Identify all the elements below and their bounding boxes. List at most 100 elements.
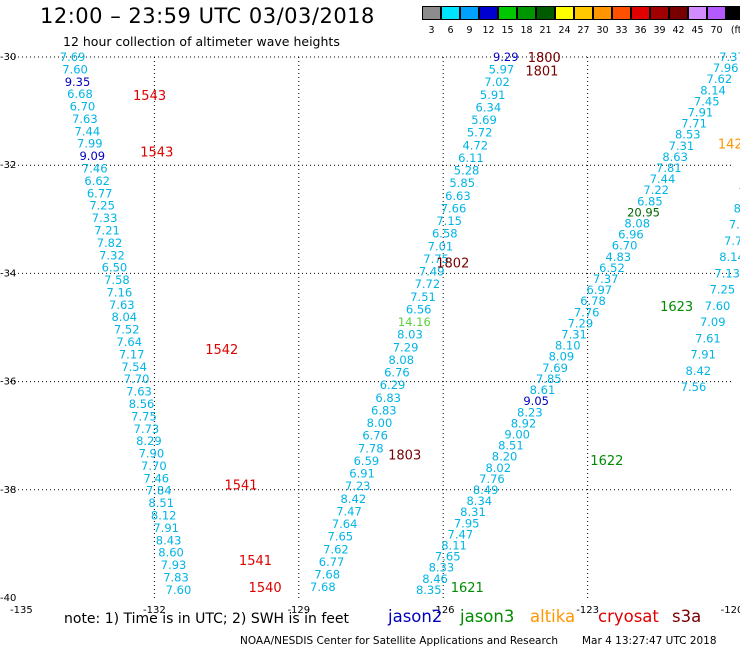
swh-value-cryosat: 7.70 (124, 372, 150, 386)
y-tick-label: -40 (0, 593, 16, 604)
scale-swatch (612, 6, 631, 20)
scale-swatch (555, 6, 574, 20)
swh-value-cryosat: 7.91 (153, 521, 179, 535)
swh-value-jason3: 9.05 (523, 394, 549, 408)
swh-value-cryosat: 7.70 (141, 459, 167, 473)
swh-value-s3a: 7.02 (484, 75, 510, 89)
scale-label: 70 (710, 25, 723, 36)
swh-value-altika: 7.81 (729, 218, 740, 232)
swh-value-jason3: 7.37 (719, 50, 740, 64)
swh-value-jason3: 7.29 (568, 316, 594, 330)
swh-value-s3a: 7.49 (419, 265, 445, 279)
time-label-cryosat: 1543 (133, 89, 166, 104)
swh-value-cryosat: 7.83 (163, 570, 189, 584)
note-text: note: 1) Time is in UTC; 2) SWH is in fe… (64, 611, 350, 627)
time-label-jason3: 1623 (660, 300, 693, 315)
swh-value-cryosat: 7.73 (134, 422, 160, 436)
swh-value-altika: 7.25 (710, 283, 736, 297)
swh-value-jason3: 7.31 (669, 139, 695, 153)
swh-value-jason3: 8.92 (511, 416, 537, 430)
swh-value-jason3: 8.09 (549, 350, 575, 364)
swh-value-jason3: 8.11 (441, 538, 467, 552)
swh-value-jason3: 8.63 (662, 150, 688, 164)
swh-value-jason3: 8.02 (485, 461, 511, 475)
swh-value-s3a: 5.97 (489, 63, 515, 77)
swh-value-s3a: 6.11 (458, 151, 484, 165)
swh-value-cryosat: 7.75 (131, 409, 157, 423)
scale-label: 27 (577, 25, 590, 36)
time-label-jason3: 1621 (451, 581, 484, 596)
x-tick-label: -132 (143, 605, 166, 616)
swh-value-jason3: 6.97 (587, 283, 613, 297)
scale-swatch (536, 6, 555, 20)
swh-value-jason3: 7.91 (688, 106, 714, 120)
scale-label: 30 (596, 25, 609, 36)
x-tick-label: -120 (721, 605, 740, 616)
swh-value-cryosat: 7.58 (104, 273, 130, 287)
swh-value-s3a: 14.16 (398, 315, 431, 329)
swh-value-s3a: 8.00 (367, 416, 393, 430)
swh-value-jason3: 8.08 (624, 217, 650, 231)
time-label-jason3: 1622 (590, 454, 623, 469)
timestamp-text: Mar 4 13:27:47 UTC 2018 (582, 635, 717, 647)
time-label-s3a: 1801 (525, 65, 558, 80)
scale-label: 9 (466, 25, 473, 36)
scale-swatch (574, 6, 593, 20)
scale-swatch (631, 6, 650, 20)
swh-value-s3a: 7.62 (323, 542, 349, 556)
swh-value-cryosat: 7.60 (62, 62, 88, 76)
legend-jason3: jason3 (460, 607, 515, 626)
swh-value-cryosat: 8.43 (156, 533, 182, 547)
y-tick-label: -38 (0, 485, 16, 496)
swh-value-s3a: 8.42 (341, 492, 367, 506)
swh-value-s3a: 6.34 (476, 100, 502, 114)
swh-value-s3a: 9.29 (493, 50, 519, 64)
time-label-cryosat: 1543 (140, 146, 173, 161)
swh-value-jason3: 7.69 (542, 361, 568, 375)
y-tick-label: -32 (0, 160, 16, 171)
swh-value-s3a: 6.56 (406, 302, 432, 316)
y-tick-label: -36 (0, 377, 16, 388)
swh-value-cryosat: 7.21 (94, 223, 120, 237)
swh-value-jason3: 9.00 (504, 427, 530, 441)
swh-value-s3a: 6.76 (362, 429, 388, 443)
swh-value-jason3: 7.85 (536, 372, 562, 386)
swh-value-cryosat: 7.32 (99, 248, 125, 262)
scale-label: 36 (634, 25, 647, 36)
time-label-cryosat: 1541 (224, 478, 257, 493)
swh-value-s3a: 7.15 (436, 214, 462, 228)
swh-value-cryosat: 8.56 (129, 397, 155, 411)
x-tick-label: -135 (10, 605, 33, 616)
swh-value-s3a: 7.65 (327, 530, 353, 544)
swh-value-altika: 7.60 (705, 299, 731, 313)
swh-value-jason3: 8.34 (466, 494, 492, 508)
swh-value-jason3: 4.83 (605, 250, 631, 264)
scale-label: 24 (558, 25, 571, 36)
swh-value-s3a: 6.58 (432, 227, 458, 241)
swh-value-jason3: 8.33 (429, 561, 455, 575)
swh-value-s3a: 5.72 (467, 126, 493, 140)
swh-value-jason3: 8.14 (700, 83, 726, 97)
swh-value-cryosat: 8.12 (151, 509, 177, 523)
swh-value-cryosat: 7.63 (126, 385, 152, 399)
swh-value-cryosat: 8.51 (148, 496, 174, 510)
swh-value-jason3: 7.81 (656, 161, 682, 175)
scale-label: 15 (501, 25, 514, 36)
swh-value-s3a: 7.01 (428, 239, 454, 253)
scale-swatch (593, 6, 612, 20)
scale-label: 12 (482, 25, 495, 36)
swh-value-cryosat: 7.64 (116, 335, 142, 349)
swh-value-s3a: 6.83 (371, 403, 397, 417)
scale-label: 45 (691, 25, 704, 36)
scale-label: 3 (428, 25, 435, 36)
scale-swatch (669, 6, 688, 20)
swh-value-cryosat: 6.77 (87, 186, 113, 200)
legend-altika: altika (530, 607, 576, 626)
swh-value-cryosat: 7.99 (77, 137, 103, 151)
swh-value-cryosat: 7.52 (114, 323, 140, 337)
swh-value-s3a: 6.76 (384, 366, 410, 380)
swh-value-s3a: 6.83 (375, 391, 401, 405)
swh-value-cryosat: 7.54 (121, 360, 147, 374)
x-tick-label: -126 (432, 605, 455, 616)
swh-value-jason3: 8.53 (675, 128, 701, 142)
